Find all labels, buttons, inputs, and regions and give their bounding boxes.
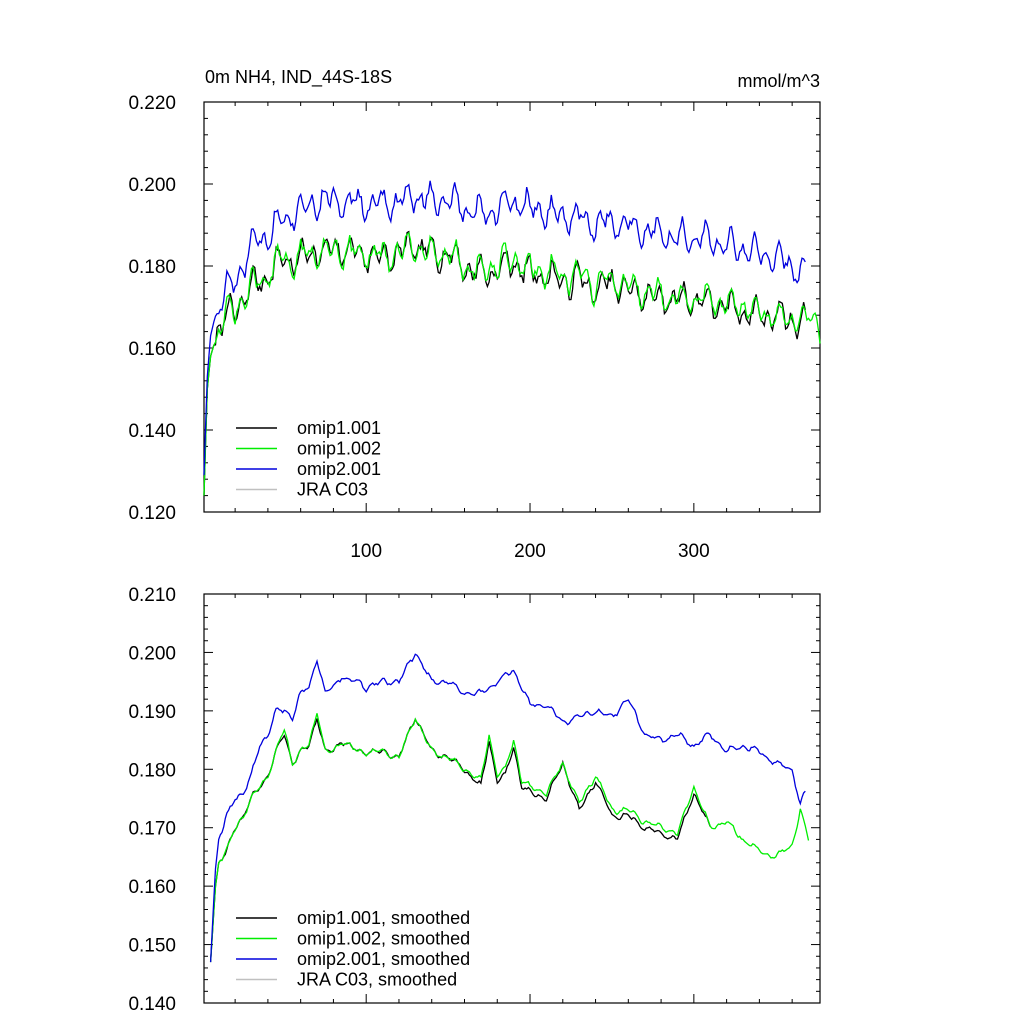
x-tick-label: 100 <box>350 541 382 562</box>
legend-label: JRA C03 <box>297 480 368 500</box>
y-tick-label: 0.150 <box>128 936 176 957</box>
y-tick-label: 0.140 <box>128 994 176 1015</box>
series-line-2 <box>209 653 806 963</box>
bottom-panel: 0.140 0.150 0.160 0.170 0.180 0.190 0.200 0.210… <box>128 585 821 1015</box>
plot-frame <box>203 101 821 513</box>
y-tick-label: 0.190 <box>128 702 176 723</box>
series-line-1 <box>209 713 810 963</box>
legend-label: omip1.001, smoothed <box>297 908 470 928</box>
series-line-1 <box>203 231 821 496</box>
legend-label: omip1.002, smoothed <box>297 929 470 949</box>
x-tick-label: 200 <box>514 541 546 562</box>
y-tick-label: 0.160 <box>128 339 176 360</box>
legend-label: omip2.001 <box>297 459 381 479</box>
top-panel: 0.120 0.140 0.160 0.180 0.200 0.220 100 200 300 o… <box>128 93 821 562</box>
legend-label: omip1.002 <box>297 439 381 459</box>
y-tick-label: 0.140 <box>128 421 176 442</box>
y-tick-label: 0.170 <box>128 819 176 840</box>
y-tick-label: 0.220 <box>128 93 176 114</box>
x-tick-label: 300 <box>678 541 710 562</box>
series-line-2 <box>203 180 806 476</box>
y-tick-label: 0.210 <box>128 585 176 606</box>
legend-label: JRA C03, smoothed <box>297 970 457 990</box>
y-tick-label: 0.120 <box>128 503 176 524</box>
y-tick-label: 0.180 <box>128 760 176 781</box>
top-panel-title: 0m NH4, IND_44S-18S <box>205 67 392 88</box>
plot-frame <box>203 593 821 1004</box>
y-tick-label: 0.160 <box>128 877 176 898</box>
legend-label: omip2.001, smoothed <box>297 949 470 969</box>
y-tick-label: 0.200 <box>128 643 176 664</box>
y-tick-label: 0.200 <box>128 175 176 196</box>
top-panel-units: mmol/m^3 <box>738 71 820 91</box>
y-tick-label: 0.180 <box>128 257 176 278</box>
series-line-0 <box>203 230 806 496</box>
legend-label: omip1.001 <box>297 418 381 438</box>
